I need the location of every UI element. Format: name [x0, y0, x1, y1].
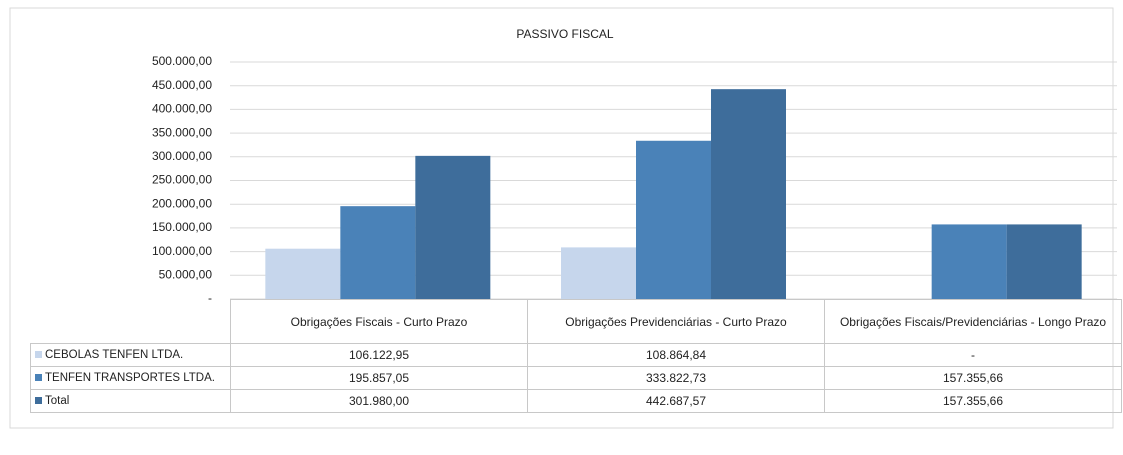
- y-tick-label: 400.000,00: [152, 102, 212, 116]
- y-tick-label: 350.000,00: [152, 125, 212, 139]
- x-tick-label: Obrigações Previdenciárias - Curto Prazo: [527, 299, 825, 344]
- legend-entry: CEBOLAS TENFEN LTDA.: [30, 343, 231, 367]
- table-row: Obrigações Fiscais - Curto Prazo Obrigaçõ…: [31, 299, 1122, 344]
- data-label: 157.355,66: [824, 366, 1122, 390]
- legend-swatch: [35, 351, 42, 358]
- bar: [711, 89, 786, 299]
- chart-title: PASSIVO FISCAL: [516, 27, 613, 41]
- bar: [931, 224, 1007, 299]
- legend-label: Total: [45, 395, 70, 407]
- bar: [340, 206, 416, 299]
- legend-label: TENFEN TRANSPORTES LTDA.: [45, 372, 215, 384]
- y-tick-label: 250.000,00: [152, 173, 212, 187]
- data-label: 333.822,73: [527, 366, 825, 390]
- bar: [636, 140, 711, 299]
- legend-entry: TENFEN TRANSPORTES LTDA.: [30, 366, 231, 390]
- bar: [265, 248, 341, 299]
- data-label: 157.355,66: [824, 389, 1122, 413]
- data-table: Obrigações Fiscais - Curto Prazo Obrigaçõ…: [30, 299, 1122, 413]
- data-label: -: [824, 343, 1122, 367]
- data-label: 301.980,00: [230, 389, 528, 413]
- chart-border: [9, 7, 1114, 429]
- bar: [561, 247, 636, 299]
- legend-swatch: [35, 397, 42, 404]
- table-row: CEBOLAS TENFEN LTDA. 106.122,95 108.864,84…: [30, 343, 1122, 367]
- legend-label: CEBOLAS TENFEN LTDA.: [45, 349, 184, 361]
- table-corner: [31, 300, 231, 344]
- data-label: 108.864,84: [527, 343, 825, 367]
- y-tick-label: 100.000,00: [152, 244, 212, 258]
- y-tick-label: 500.000,00: [152, 54, 212, 68]
- legend-swatch: [35, 374, 42, 381]
- y-tick-label: 450.000,00: [152, 78, 212, 92]
- x-tick-label: Obrigações Fiscais/Previdenciárias - Lon…: [824, 299, 1122, 344]
- bar: [1006, 224, 1082, 299]
- table-row: Total 301.980,00 442.687,57 157.355,66: [30, 389, 1122, 413]
- x-tick-label: Obrigações Fiscais - Curto Prazo: [230, 299, 528, 344]
- y-tick-label: 50.000,00: [159, 267, 213, 281]
- data-label: 442.687,57: [527, 389, 825, 413]
- y-tick-label: 150.000,00: [152, 220, 212, 234]
- data-label: 106.122,95: [230, 343, 528, 367]
- y-tick-label: -: [208, 291, 212, 305]
- y-tick-label: 200.000,00: [152, 196, 212, 210]
- table-row: TENFEN TRANSPORTES LTDA. 195.857,05 333.82…: [30, 366, 1122, 390]
- legend-entry: Total: [30, 389, 231, 413]
- bar: [415, 155, 491, 299]
- data-label: 195.857,05: [230, 366, 528, 390]
- y-tick-label: 300.000,00: [152, 149, 212, 163]
